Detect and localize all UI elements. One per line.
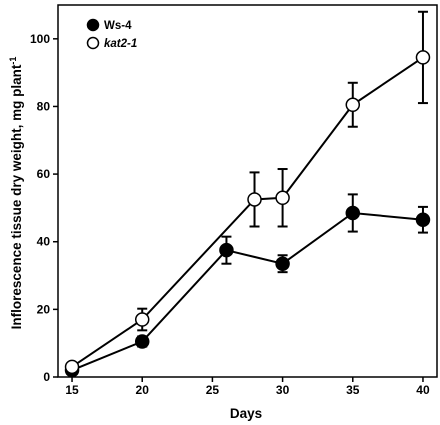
- series-1: [64, 193, 431, 378]
- series-line: [71, 211, 424, 372]
- y-axis-label-superscript: -1: [8, 57, 18, 65]
- y-tick-label: 60: [37, 167, 51, 181]
- series-2: [64, 10, 431, 375]
- chart-axes: 15 20 25 30 35 40 0 20 40 60 80 100: [30, 4, 438, 397]
- data-point: [134, 334, 150, 349]
- y-tick-label: 100: [30, 32, 50, 46]
- y-tick-label: 20: [37, 302, 51, 316]
- data-point: [415, 212, 431, 227]
- data-point: [219, 242, 234, 258]
- data-point: [345, 97, 361, 113]
- data-point: [64, 359, 80, 375]
- chart-legend: Ws-4 kat2-1: [86, 18, 137, 50]
- chart-series-layer: [64, 10, 431, 378]
- x-tick-label: 20: [136, 383, 150, 397]
- data-point: [247, 192, 262, 207]
- x-tick-label: 25: [206, 383, 220, 397]
- x-tick-label: 35: [346, 383, 360, 397]
- data-point: [345, 205, 361, 221]
- y-axis-label: Inflorescence tissue dry weight, mg plan…: [8, 57, 24, 330]
- plot-frame: [57, 4, 438, 378]
- x-tick-label: 40: [416, 383, 430, 397]
- x-tick-label: 30: [276, 383, 290, 397]
- data-point: [275, 256, 290, 271]
- data-point: [275, 190, 290, 206]
- data-point: [134, 312, 150, 327]
- series-line: [71, 56, 424, 368]
- y-tick-label: 40: [37, 235, 51, 249]
- y-tick-label: 80: [37, 99, 51, 113]
- x-tick-label: 15: [65, 383, 79, 397]
- x-axis-label: Days: [230, 406, 262, 421]
- y-axis-label-text: Inflorescence tissue dry weight, mg plan…: [9, 64, 24, 329]
- legend-marker: [86, 18, 100, 32]
- legend-label: kat2-1: [104, 38, 137, 50]
- data-point: [415, 50, 431, 65]
- legend-label: Ws-4: [104, 20, 132, 32]
- legend-marker: [86, 36, 100, 50]
- y-tick-label: 0: [43, 370, 50, 384]
